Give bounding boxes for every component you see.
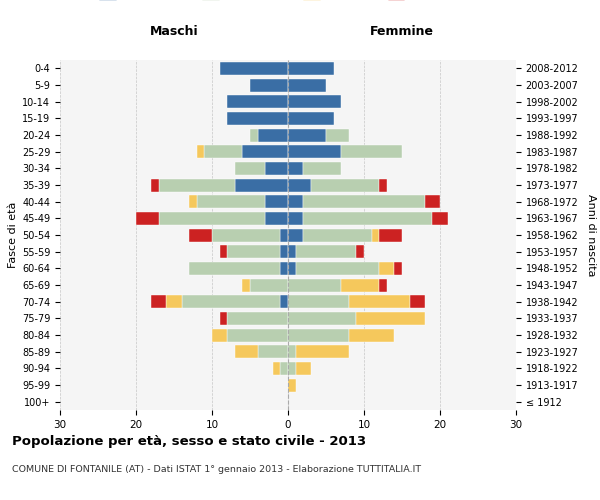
Bar — [288, 112, 334, 125]
Bar — [288, 378, 296, 392]
Bar — [311, 178, 379, 192]
Bar — [296, 245, 356, 258]
Bar — [379, 178, 387, 192]
Bar — [235, 162, 265, 175]
Bar — [212, 328, 227, 342]
Bar — [288, 362, 296, 375]
Bar — [151, 178, 159, 192]
Bar — [220, 312, 227, 325]
Bar — [288, 195, 303, 208]
Bar — [151, 295, 166, 308]
Bar — [379, 228, 402, 241]
Bar — [189, 195, 197, 208]
Y-axis label: Anni di nascita: Anni di nascita — [586, 194, 596, 276]
Bar — [227, 312, 288, 325]
Bar — [220, 62, 288, 75]
Bar — [227, 328, 288, 342]
Bar — [288, 95, 341, 108]
Bar — [288, 162, 303, 175]
Text: Popolazione per età, sesso e stato civile - 2013: Popolazione per età, sesso e stato civil… — [12, 435, 366, 448]
Bar — [235, 345, 257, 358]
Bar — [356, 312, 425, 325]
Bar — [288, 145, 341, 158]
Bar — [242, 145, 288, 158]
Bar — [394, 262, 402, 275]
Bar — [257, 128, 288, 141]
Bar — [288, 262, 296, 275]
Bar — [212, 228, 280, 241]
Bar — [288, 212, 303, 225]
Bar — [303, 228, 371, 241]
Bar — [280, 362, 288, 375]
Bar — [273, 362, 280, 375]
Bar — [136, 212, 159, 225]
Bar — [433, 212, 448, 225]
Bar — [288, 345, 296, 358]
Bar — [159, 212, 265, 225]
Bar — [280, 295, 288, 308]
Bar — [265, 195, 288, 208]
Bar — [349, 328, 394, 342]
Y-axis label: Fasce di età: Fasce di età — [8, 202, 18, 268]
Bar — [341, 278, 379, 291]
Bar — [288, 62, 334, 75]
Bar — [288, 295, 349, 308]
Bar — [296, 362, 311, 375]
Bar — [288, 328, 349, 342]
Bar — [280, 245, 288, 258]
Bar — [296, 262, 379, 275]
Bar — [288, 278, 341, 291]
Bar — [242, 278, 250, 291]
Bar — [182, 295, 280, 308]
Bar — [189, 228, 212, 241]
Bar — [296, 345, 349, 358]
Bar — [410, 295, 425, 308]
Bar — [250, 128, 257, 141]
Bar — [288, 228, 303, 241]
Bar — [197, 195, 265, 208]
Bar — [280, 262, 288, 275]
Bar — [341, 145, 402, 158]
Bar — [371, 228, 379, 241]
Bar — [205, 145, 242, 158]
Bar — [356, 245, 364, 258]
Bar — [280, 228, 288, 241]
Text: Femmine: Femmine — [370, 24, 434, 38]
Bar — [349, 295, 410, 308]
Bar — [220, 245, 227, 258]
Bar — [303, 195, 425, 208]
Bar — [288, 78, 326, 92]
Bar — [227, 95, 288, 108]
Bar — [189, 262, 280, 275]
Bar — [288, 312, 356, 325]
Bar — [303, 162, 341, 175]
Bar — [159, 178, 235, 192]
Bar — [425, 195, 440, 208]
Text: Maschi: Maschi — [149, 24, 199, 38]
Bar — [288, 128, 326, 141]
Bar — [265, 212, 288, 225]
Text: COMUNE DI FONTANILE (AT) - Dati ISTAT 1° gennaio 2013 - Elaborazione TUTTITALIA.: COMUNE DI FONTANILE (AT) - Dati ISTAT 1°… — [12, 465, 421, 474]
Bar — [166, 295, 182, 308]
Bar — [288, 245, 296, 258]
Bar — [227, 245, 280, 258]
Bar — [288, 178, 311, 192]
Bar — [250, 78, 288, 92]
Bar — [227, 112, 288, 125]
Bar — [379, 262, 394, 275]
Bar — [326, 128, 349, 141]
Bar — [235, 178, 288, 192]
Bar — [265, 162, 288, 175]
Bar — [257, 345, 288, 358]
Bar — [303, 212, 433, 225]
Bar — [250, 278, 288, 291]
Bar — [197, 145, 205, 158]
Bar — [379, 278, 387, 291]
